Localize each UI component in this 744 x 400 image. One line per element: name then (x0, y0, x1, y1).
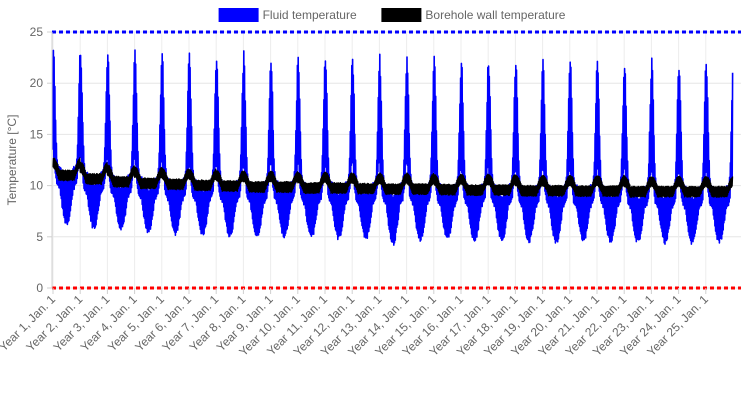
legend-item-borehole-wall-temperature[interactable]: Borehole wall temperature (381, 8, 566, 22)
legend-swatch (218, 8, 259, 22)
y-tick-label: 10 (30, 179, 44, 193)
y-axis-title: Temperature [°C] (5, 115, 19, 206)
grid-lines (52, 31, 741, 289)
series-layer (52, 49, 734, 246)
reference-lines (52, 30, 741, 290)
series-line-borehole-wall-temperature (52, 157, 734, 198)
y-tick-label: 0 (36, 281, 43, 295)
legend-label: Borehole wall temperature (425, 8, 565, 22)
y-tick-label: 5 (36, 230, 43, 244)
legend-swatch (381, 8, 422, 22)
legend-item-fluid-temperature[interactable]: Fluid temperature (218, 8, 357, 22)
y-tick-label: 15 (30, 127, 44, 141)
series-line-fluid-temperature (52, 49, 734, 246)
y-tick-label: 20 (30, 76, 44, 90)
y-tick-label: 25 (30, 25, 44, 39)
legend-label: Fluid temperature (263, 8, 357, 22)
legend[interactable]: Fluid temperature Borehole wall temperatu… (218, 8, 566, 22)
